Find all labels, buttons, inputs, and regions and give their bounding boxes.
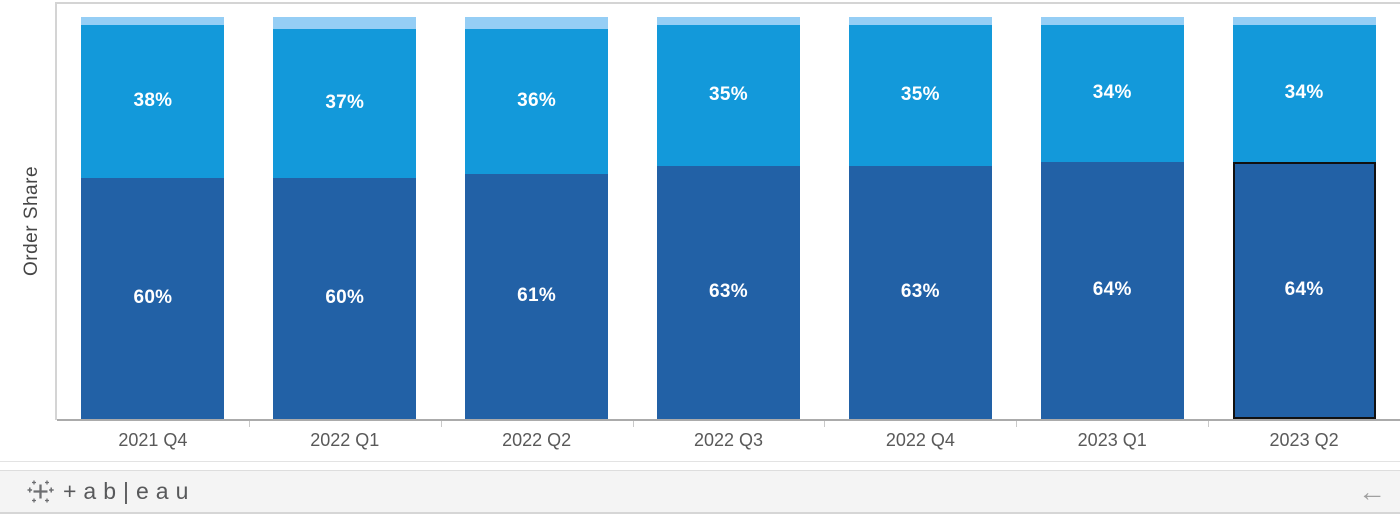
bar-value-label: 64% <box>1284 279 1324 301</box>
bar-segment-top-segment-2022-q3[interactable] <box>657 17 800 26</box>
x-axis-label: 2023 Q2 <box>1269 430 1339 450</box>
bar-segment-top-segment-2022-q1[interactable] <box>273 17 417 30</box>
tableau-logo[interactable]: +ab|eau <box>27 478 195 505</box>
bar-segment-bottom-segment-2022-q4[interactable]: 63% <box>848 165 992 419</box>
bar-segment-middle-segment-2022-q2[interactable]: 36% <box>465 29 609 174</box>
bar-value-label: 34% <box>1284 82 1324 104</box>
x-axis-label: 2022 Q2 <box>502 430 572 450</box>
bar-segment-middle-segment-2023-q1[interactable]: 34% <box>1040 25 1184 162</box>
bar-segment-top-segment-2023-q1[interactable] <box>1040 17 1184 26</box>
bar-segment-middle-segment-2021-q4[interactable]: 38% <box>81 25 225 178</box>
bar-segment-middle-segment-2022-q3[interactable]: 35% <box>657 25 800 166</box>
x-axis-label: 2022 Q1 <box>310 430 380 450</box>
bar-segment-middle-segment-2023-q2[interactable]: 34% <box>1232 25 1376 162</box>
tableau-sparkle-icon <box>27 480 54 503</box>
axis-tick <box>1016 421 1018 427</box>
bar-value-label: 60% <box>133 287 173 309</box>
axis-tick <box>632 421 634 427</box>
bar-value-label: 63% <box>709 281 748 303</box>
panel-border-top <box>55 2 1400 4</box>
bar-value-label: 35% <box>900 84 940 106</box>
bar-value-label: 35% <box>709 84 748 106</box>
bar-value-label: 64% <box>1092 279 1132 301</box>
bar-segment-bottom-segment-2022-q3[interactable]: 63% <box>657 165 800 419</box>
toolbar: +ab|eau ← <box>0 470 1400 514</box>
x-axis-label: 2023 Q1 <box>1077 430 1147 450</box>
tableau-wordmark: +ab|eau <box>63 478 196 504</box>
x-axis-label: 2021 Q4 <box>118 430 188 450</box>
bar-value-label: 37% <box>325 92 365 114</box>
bar-value-label: 60% <box>325 287 365 309</box>
bar-segment-bottom-segment-2022-q1[interactable]: 60% <box>273 177 417 419</box>
bar-segment-bottom-segment-2022-q2[interactable]: 61% <box>465 173 609 419</box>
bar-segment-top-segment-2023-q2[interactable] <box>1232 17 1376 26</box>
panel-border-left <box>55 2 57 420</box>
axis-tick <box>440 421 442 427</box>
bar-value-label: 63% <box>900 281 940 303</box>
bar-segment-top-segment-2022-q2[interactable] <box>465 17 609 30</box>
bar-segment-top-segment-2021-q4[interactable] <box>81 17 225 26</box>
x-axis-label: 2022 Q4 <box>885 430 955 450</box>
bar-segment-middle-segment-2022-q4[interactable]: 35% <box>848 25 992 166</box>
undo-arrow-icon[interactable]: ← <box>1358 475 1386 507</box>
bar-segment-top-segment-2022-q4[interactable] <box>848 17 992 26</box>
viz-bottom-edge <box>0 461 1400 462</box>
x-axis-line <box>57 419 1400 421</box>
x-axis-label: 2022 Q3 <box>693 430 764 450</box>
axis-tick <box>824 421 826 427</box>
y-axis-title: Order Share <box>21 165 42 277</box>
axis-tick <box>1208 421 1210 427</box>
bar-value-label: 36% <box>517 90 557 112</box>
bar-segment-bottom-segment-2023-q1[interactable]: 64% <box>1040 161 1184 419</box>
bar-segment-middle-segment-2022-q1[interactable]: 37% <box>273 29 417 178</box>
axis-tick <box>248 421 250 427</box>
bar-value-label: 38% <box>133 90 173 112</box>
bar-segment-bottom-segment-2023-q2[interactable]: 64% <box>1232 161 1376 419</box>
bar-segment-bottom-segment-2021-q4[interactable]: 60% <box>81 177 225 419</box>
bar-value-label: 34% <box>1092 82 1132 104</box>
bar-value-label: 61% <box>517 285 557 307</box>
